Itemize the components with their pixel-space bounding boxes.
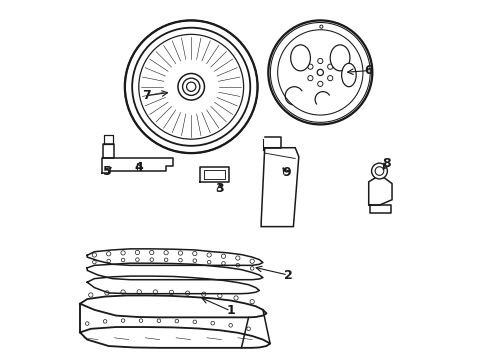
Circle shape xyxy=(371,163,388,179)
Text: 2: 2 xyxy=(284,269,293,282)
Circle shape xyxy=(320,25,323,28)
Text: 4: 4 xyxy=(135,161,144,174)
Circle shape xyxy=(308,76,313,81)
Ellipse shape xyxy=(291,45,311,71)
Circle shape xyxy=(269,21,372,125)
Text: 9: 9 xyxy=(282,166,291,179)
Circle shape xyxy=(317,69,323,76)
Circle shape xyxy=(308,64,313,69)
Circle shape xyxy=(183,78,200,95)
Circle shape xyxy=(318,58,323,64)
Circle shape xyxy=(178,73,204,100)
Text: 3: 3 xyxy=(216,183,224,195)
Polygon shape xyxy=(368,176,392,205)
Circle shape xyxy=(125,21,258,153)
Polygon shape xyxy=(261,148,299,226)
Ellipse shape xyxy=(330,45,350,71)
Circle shape xyxy=(318,81,323,86)
Ellipse shape xyxy=(342,63,356,87)
Circle shape xyxy=(375,167,384,175)
Text: 7: 7 xyxy=(142,89,151,102)
Text: 6: 6 xyxy=(365,64,373,77)
Text: 1: 1 xyxy=(226,305,235,318)
Text: 8: 8 xyxy=(382,157,391,170)
Circle shape xyxy=(187,82,196,91)
Circle shape xyxy=(328,64,333,69)
Text: 5: 5 xyxy=(102,165,111,177)
Circle shape xyxy=(328,76,333,81)
